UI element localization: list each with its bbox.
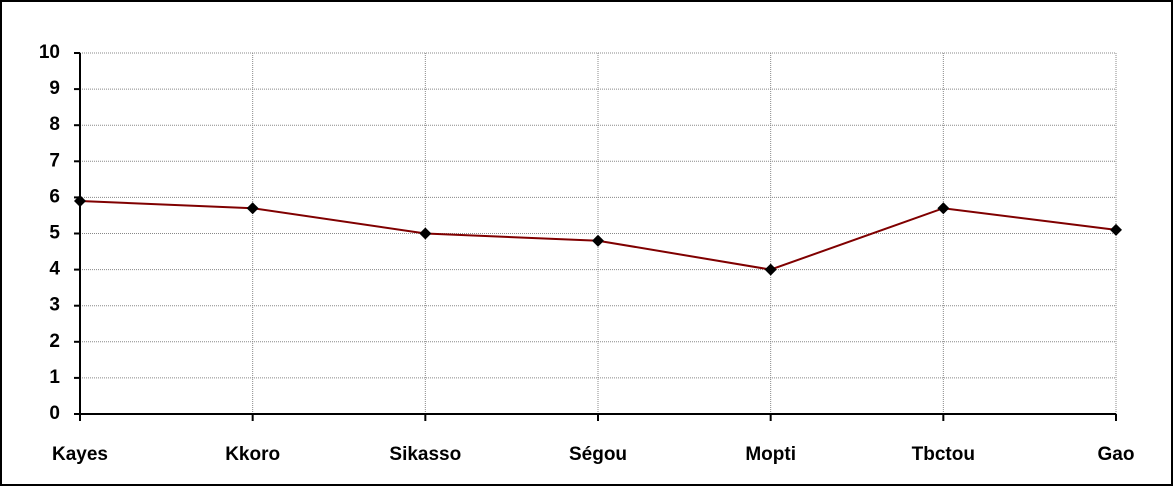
x-tick-label: Tbctou [912, 444, 975, 465]
y-tick-label: 7 [49, 150, 60, 171]
data-marker [246, 202, 259, 215]
x-tick-label: Ségou [569, 444, 627, 465]
x-tick-label: Sikasso [389, 444, 461, 465]
y-tick-label: 6 [49, 186, 60, 207]
x-tick-label: Mopti [745, 444, 796, 465]
y-tick-label: 4 [49, 259, 60, 280]
y-tick-label: 8 [49, 114, 60, 135]
y-tick-label: 3 [49, 295, 60, 316]
data-marker [1110, 223, 1122, 236]
x-tick-label: Kkoro [225, 444, 280, 465]
x-tick-label: Gao [1098, 444, 1135, 465]
data-marker [74, 195, 86, 208]
data-marker [937, 202, 950, 215]
data-marker [419, 227, 432, 240]
data-marker [764, 263, 777, 276]
y-tick-label: 5 [49, 223, 60, 244]
x-tick-label: Kayes [52, 444, 108, 465]
y-tick-label: 2 [49, 331, 60, 352]
y-tick-label: 1 [49, 367, 60, 388]
y-tick-label: 10 [39, 42, 60, 63]
y-tick-label: 9 [49, 78, 60, 99]
y-tick-label: 0 [49, 403, 60, 424]
data-marker [592, 234, 604, 247]
